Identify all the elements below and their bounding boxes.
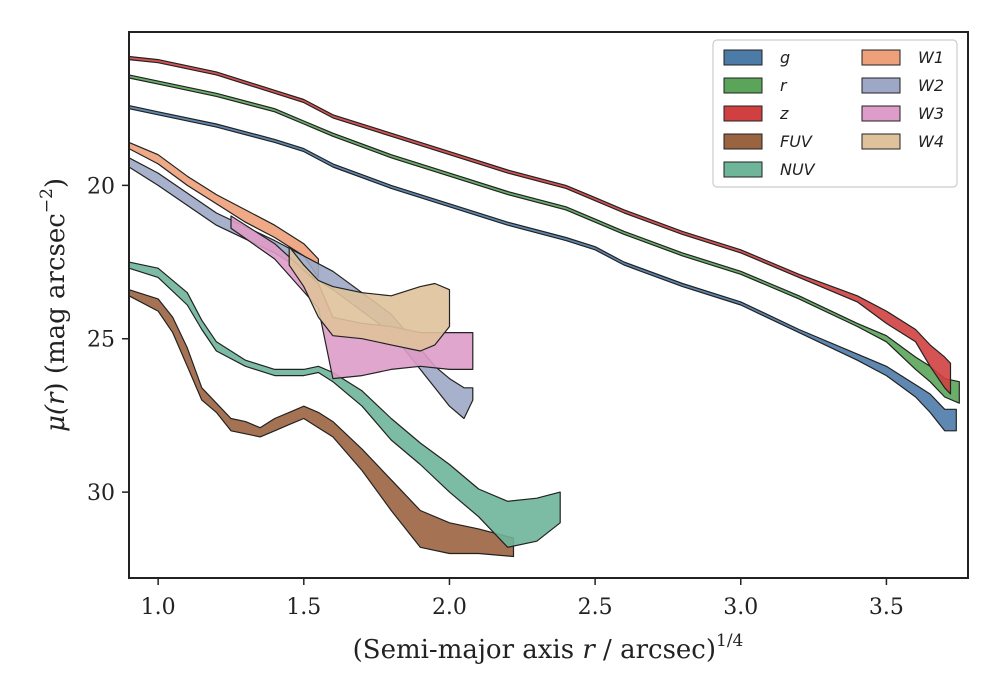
- legend-swatch-fuv: [723, 133, 763, 150]
- x-tick-label: 1.0: [141, 595, 176, 620]
- legend-swatch-w4: [861, 133, 901, 150]
- series-band-z: [128, 55, 952, 395]
- legend-swatch-w3: [861, 105, 901, 122]
- x-axis-label: (Semi-major axis r / arcsec)1/4: [353, 631, 744, 665]
- series-layer: [128, 55, 960, 558]
- series-band-nuv: [128, 261, 561, 548]
- series-band-r: [128, 74, 960, 404]
- series-band-fuv: [128, 289, 515, 558]
- legend: grz FUV NUV W1 W2 W3 W4: [712, 39, 958, 188]
- legend-label-r: r: [780, 76, 788, 95]
- legend-swatch-g: [723, 49, 763, 66]
- legend-label-w4: W4: [918, 132, 944, 151]
- series-band-g: [128, 105, 957, 432]
- legend-swatch-z: [723, 105, 763, 122]
- x-axis-label-var: r: [582, 635, 596, 665]
- plot-frame: [128, 31, 969, 579]
- legend-swatch-nuv: [723, 161, 763, 178]
- x-axis-label-post: / arcsec): [595, 635, 716, 665]
- y-axis-label-pre: μ(: [41, 404, 71, 432]
- legend-label-w1: W1: [918, 48, 944, 67]
- legend-swatch-r: [723, 77, 763, 94]
- y-tick-label: 25: [87, 328, 115, 353]
- legend-swatch-w1: [861, 49, 901, 66]
- series-band-w2: [128, 157, 474, 420]
- legend-label-z: z: [779, 104, 789, 123]
- y-tick-label: 30: [87, 481, 115, 506]
- y-axis-label-end: ): [41, 178, 71, 188]
- legend-label-g: g: [780, 48, 790, 67]
- y-axis-label-var: r: [41, 391, 71, 405]
- x-axis-ticks: 1.0 1.5 2.0 2.5 3.0 3.5: [141, 578, 904, 620]
- legend-label-w2: W2: [918, 76, 944, 95]
- x-tick-label: 3.5: [869, 595, 904, 620]
- y-axis-label: μ(r) (mag arcsec−2): [37, 178, 71, 432]
- x-axis-label-pre: (Semi-major axis: [353, 635, 583, 665]
- y-tick-label: 20: [87, 174, 115, 199]
- x-tick-label: 2.5: [578, 595, 613, 620]
- y-axis-label-sup: −2: [37, 188, 57, 213]
- legend-items: grz FUV NUV W1 W2 W3 W4: [723, 48, 944, 179]
- legend-label-fuv: FUV: [780, 132, 813, 151]
- y-axis-ticks: 20 25 30: [87, 174, 129, 506]
- x-tick-label: 3.0: [723, 595, 758, 620]
- legend-swatch-w2: [861, 77, 901, 94]
- x-tick-label: 2.0: [432, 595, 467, 620]
- legend-box: [712, 39, 958, 188]
- y-axis-label-post: ) (mag arcsec: [41, 213, 71, 392]
- x-tick-label: 1.5: [286, 595, 321, 620]
- series-band-w4: [288, 246, 451, 352]
- legend-label-w3: W3: [918, 104, 944, 123]
- legend-label-nuv: NUV: [780, 160, 816, 179]
- x-axis-label-sup: 1/4: [716, 631, 743, 651]
